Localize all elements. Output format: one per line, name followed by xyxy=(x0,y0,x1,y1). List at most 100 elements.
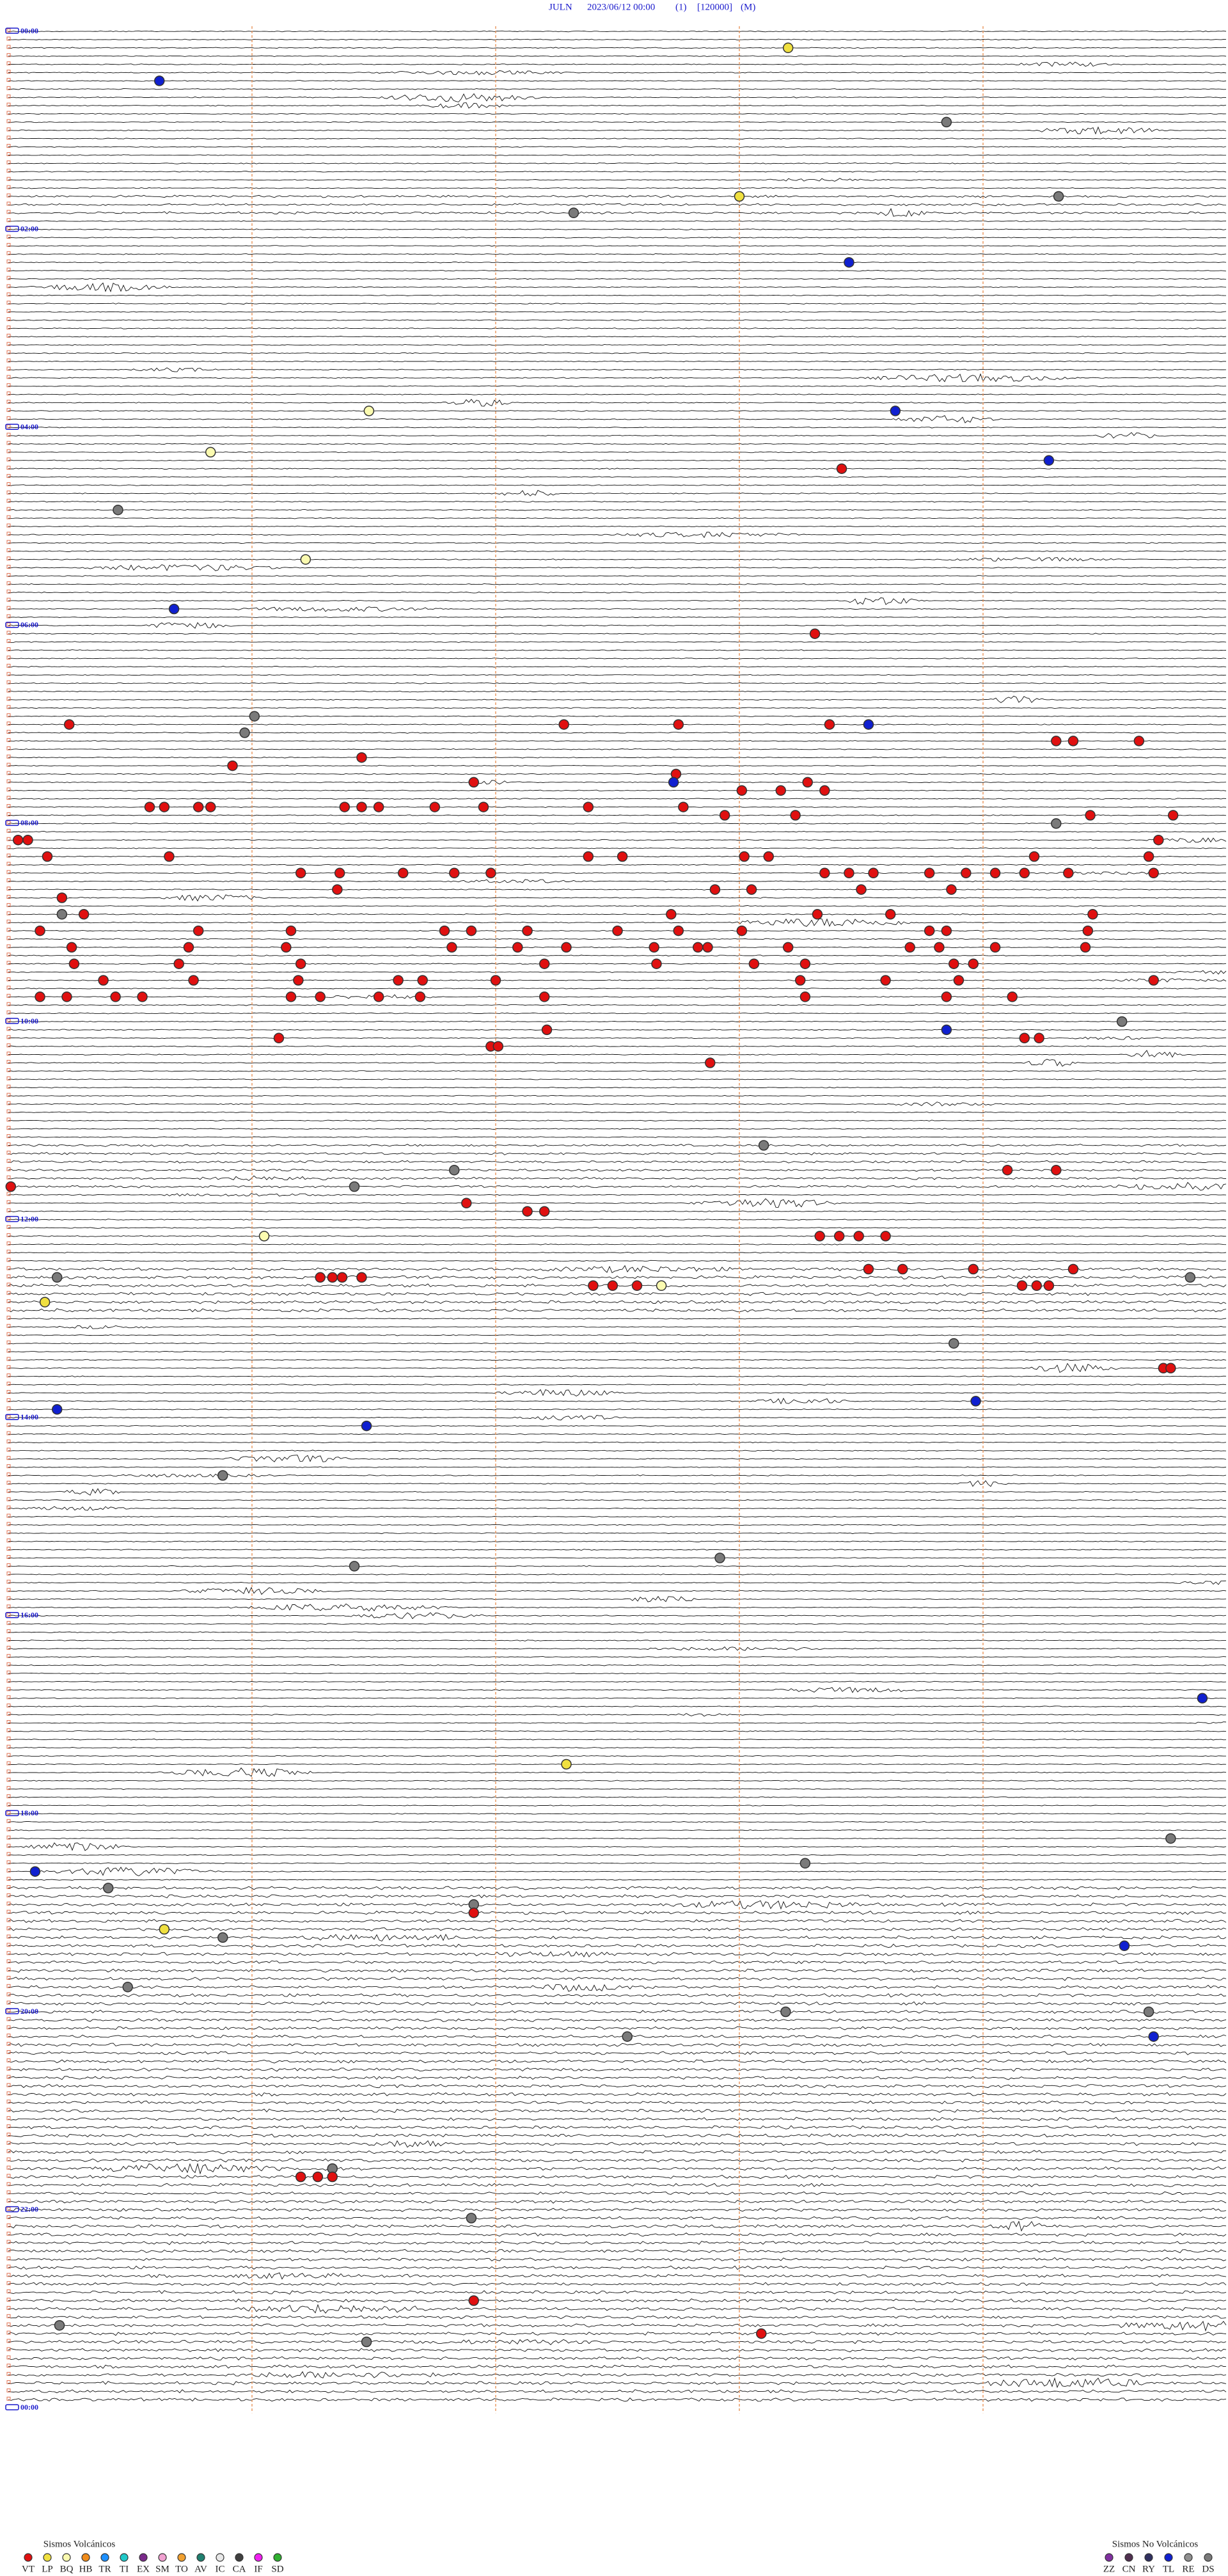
row-marker xyxy=(6,1365,11,1370)
channel: (1) xyxy=(675,2,687,12)
header: JULN 2023/06/12 00:00 (1) [120000] (M) xyxy=(549,2,755,12)
legend-swatch xyxy=(62,2553,71,2562)
event xyxy=(809,628,821,639)
event xyxy=(205,446,216,458)
event xyxy=(68,958,80,969)
trace xyxy=(8,1175,1227,1181)
row-marker xyxy=(6,1596,11,1600)
legend-swatch xyxy=(177,2553,186,2562)
trace xyxy=(8,2220,1227,2232)
legend-swatch xyxy=(273,2553,282,2562)
row-marker xyxy=(6,367,11,371)
row-marker xyxy=(6,1778,11,1782)
row-marker xyxy=(6,1926,11,1931)
event xyxy=(649,942,659,953)
row-marker xyxy=(6,1959,11,1964)
event xyxy=(880,1231,891,1242)
station: JULN xyxy=(549,2,572,12)
trace xyxy=(8,2034,1227,2039)
event xyxy=(1167,810,1179,821)
trace xyxy=(8,1210,1227,1212)
trace xyxy=(8,1721,1227,1724)
event xyxy=(539,1206,550,1217)
trace xyxy=(8,269,1227,272)
trace xyxy=(8,1943,1227,1948)
row-marker xyxy=(6,589,11,594)
events xyxy=(5,42,1208,2348)
event xyxy=(1043,455,1055,466)
row-marker xyxy=(6,540,11,544)
row-marker xyxy=(6,1869,11,1873)
row-marker xyxy=(6,647,11,651)
event xyxy=(819,867,830,879)
trace xyxy=(8,38,1227,41)
trace xyxy=(8,517,1227,519)
trace xyxy=(8,918,1227,928)
time-label: 22:00 xyxy=(20,2204,38,2213)
event xyxy=(205,802,216,812)
row-marker xyxy=(6,730,11,734)
hour-marker xyxy=(5,1414,19,1420)
row-marker xyxy=(6,1126,11,1130)
row-marker xyxy=(6,119,11,123)
row-marker xyxy=(6,1200,11,1205)
event xyxy=(802,777,813,788)
event xyxy=(1153,834,1164,846)
event xyxy=(1019,867,1030,879)
row-marker xyxy=(6,1720,11,1724)
row-marker xyxy=(6,1918,11,1922)
row-marker xyxy=(6,36,11,41)
trace xyxy=(8,1160,1227,1164)
event xyxy=(285,992,297,1002)
row-marker xyxy=(6,2264,11,2269)
row-marker xyxy=(6,779,11,784)
row-marker xyxy=(6,1002,11,1006)
event xyxy=(339,802,350,812)
row-marker xyxy=(6,672,11,676)
row-marker xyxy=(6,919,11,924)
trace xyxy=(8,2216,1227,2220)
event xyxy=(356,1272,367,1283)
legend-label: DS xyxy=(1202,2564,1214,2574)
trace xyxy=(8,2303,1227,2314)
event xyxy=(295,867,306,879)
trace xyxy=(8,2018,1227,2023)
row-marker xyxy=(6,1901,11,1906)
trace xyxy=(8,410,1227,412)
event xyxy=(799,958,811,969)
row-marker xyxy=(6,2074,11,2079)
event xyxy=(154,75,165,86)
row-marker xyxy=(6,1348,11,1353)
mode: (M) xyxy=(741,2,755,12)
trace xyxy=(8,622,1227,629)
event xyxy=(193,925,204,936)
row-marker xyxy=(6,688,11,693)
event xyxy=(356,752,367,763)
trace xyxy=(8,2199,1227,2204)
event xyxy=(539,992,550,1002)
row-marker xyxy=(6,2165,11,2170)
event xyxy=(1143,2006,1154,2018)
trace xyxy=(8,509,1227,511)
hour-marker xyxy=(5,1612,19,1618)
row-marker xyxy=(6,622,11,627)
trace xyxy=(8,1480,1227,1487)
row-marker xyxy=(6,1010,11,1015)
row-marker xyxy=(6,1406,11,1410)
row-marker xyxy=(6,2289,11,2294)
event xyxy=(622,2031,633,2042)
scale: [120000] xyxy=(697,2,732,12)
legend: Sismos Volcánicos VT LP BQ HB TR TI EX SM TO AV IC C… xyxy=(22,2539,1215,2574)
event xyxy=(1085,810,1096,821)
row-marker xyxy=(6,1538,11,1543)
row-marker xyxy=(6,878,11,883)
row-marker xyxy=(6,1852,11,1856)
event xyxy=(1051,818,1062,829)
trace xyxy=(8,1886,1227,1890)
trace xyxy=(8,253,1227,255)
row-marker xyxy=(6,1513,11,1518)
row-marker xyxy=(6,1414,11,1419)
row-marker xyxy=(6,1629,11,1634)
